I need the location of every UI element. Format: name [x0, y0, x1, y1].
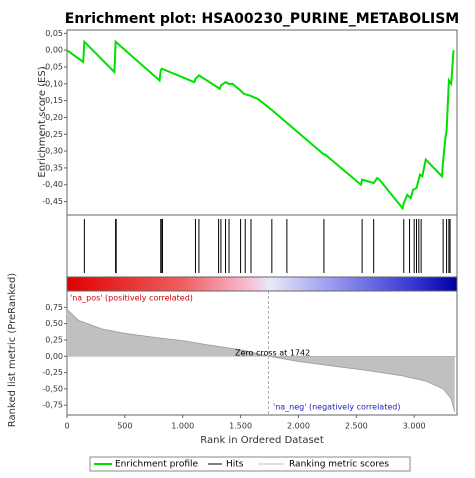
- x-tick-label: 3.000: [403, 422, 426, 431]
- y-tick-label: -0,30: [42, 147, 63, 156]
- frame: [66, 29, 458, 416]
- y-tick-label: -0,10: [42, 79, 63, 88]
- y-tick-label: -0,15: [42, 96, 63, 105]
- y-tick-label: -0,20: [42, 113, 63, 122]
- y-tick-label: -0,25: [42, 130, 63, 139]
- y-tick-label: -0,05: [42, 63, 63, 72]
- annotation: Zero cross at 1742: [235, 349, 310, 358]
- y-tick-label: -0,35: [42, 163, 63, 172]
- y-tick-label: 0,00: [45, 46, 63, 55]
- color-bar: [67, 277, 457, 291]
- x-tick-label: 0: [64, 422, 69, 431]
- x-axis-label: Rank in Ordered Dataset: [200, 435, 324, 446]
- x-tick-label: 2.000: [287, 422, 310, 431]
- enrichment-line: [66, 39, 455, 211]
- y2-axis-label: Ranked list metric (PreRanked): [7, 273, 18, 427]
- y-tick-label: -0,40: [42, 180, 63, 189]
- y-tick-label: -0,45: [42, 197, 63, 206]
- y2-tick-label: -0,25: [42, 368, 63, 377]
- y2-tick-label: 0,25: [45, 335, 63, 344]
- y2-tick-label: 0,75: [45, 303, 63, 312]
- y2-tick-label: 0,00: [45, 352, 63, 361]
- x-tick-label: 500: [117, 422, 132, 431]
- legend: [89, 456, 411, 472]
- legend-label: Enrichment profile: [115, 460, 199, 470]
- annotation: 'na_pos' (positively correlated): [70, 294, 193, 303]
- metric-area: [67, 309, 455, 412]
- x-tick-label: 1.000: [171, 422, 194, 431]
- y-tick-label: 0,05: [45, 29, 63, 38]
- x-tick-label: 1.500: [229, 422, 252, 431]
- legend-label: Ranking metric scores: [289, 460, 389, 470]
- y2-tick-label: -0,75: [42, 401, 63, 410]
- y2-tick-label: -0,50: [42, 384, 63, 393]
- legend-label: Hits: [226, 460, 244, 470]
- y2-tick-label: 0,50: [45, 319, 63, 328]
- annotation: 'na_neg' (negatively correlated): [273, 403, 400, 412]
- chart-title: Enrichment plot: HSA00230_PURINE_METABOL…: [65, 11, 459, 27]
- y-axis-label: Enrichment score (ES): [37, 66, 48, 177]
- x-tick-label: 2.500: [345, 422, 368, 431]
